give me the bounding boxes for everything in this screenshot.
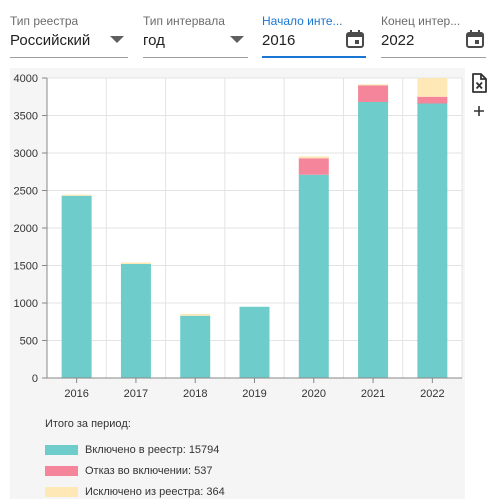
calendar-icon[interactable]	[344, 28, 366, 50]
legend-item-refused[interactable]: Отказ во включении: 537	[45, 460, 225, 481]
stacked-bar-chart: 0 500 1000 1500 2000 2500 3000 3500 4000 2016 2017…	[14, 73, 463, 400]
bar-excluded-2021	[358, 84, 389, 86]
filter-bar: Тип реестра Российский Тип интервала год…	[0, 0, 500, 62]
excel-export-icon[interactable]	[468, 72, 490, 94]
y-tick-label: 0	[32, 373, 38, 385]
legend-title: Итого за период:	[45, 418, 131, 430]
legend-label-included: Включено в реестр: 15794	[85, 443, 220, 456]
start-date-field[interactable]: Начало инте... 2016	[262, 10, 366, 58]
end-date-field[interactable]: Конец интер... 2022	[381, 10, 486, 58]
bar-excluded-2020	[298, 156, 329, 159]
legend-label-refused: Отказ во включении: 537	[85, 464, 213, 477]
bar-included-2018	[180, 315, 211, 378]
bar-excluded-2016	[61, 194, 92, 196]
y-tick-label: 3000	[14, 148, 38, 160]
chart-panel: 0 500 1000 1500 2000 2500 3000 3500 4000 2016 2017…	[10, 68, 465, 499]
bar-excluded-2018	[180, 313, 211, 316]
chart-tools	[468, 72, 492, 128]
bar-included-2017	[120, 264, 151, 378]
interval-type-select[interactable]: Тип интервала год	[143, 10, 248, 58]
legend-swatch-excluded	[45, 486, 78, 497]
y-tick-label: 2500	[14, 186, 38, 198]
bar-excluded-2022	[417, 78, 448, 97]
end-date-value: 2022	[381, 32, 415, 49]
dropdown-arrow-icon[interactable]	[226, 28, 248, 50]
y-tick-label: 1000	[14, 298, 38, 310]
bar-excluded-2017	[120, 262, 151, 264]
add-icon[interactable]	[468, 100, 490, 122]
legend-label-excluded: Исключено из реестра: 364	[85, 485, 225, 498]
legend-swatch-refused	[45, 465, 78, 476]
chart-legend: Итого за период: Включено в реестр: 1579…	[45, 418, 225, 499]
bar-included-2020	[298, 174, 329, 378]
bar-refused-2022	[417, 96, 448, 104]
x-tick-label: 2019	[242, 388, 266, 400]
y-tick-label: 3500	[14, 111, 38, 123]
field-underline	[10, 57, 128, 58]
dropdown-arrow-icon[interactable]	[106, 28, 128, 50]
bar-refused-2020	[298, 158, 329, 175]
y-tick-label: 1500	[14, 261, 38, 273]
field-underline	[381, 57, 486, 58]
legend-swatch-included	[45, 444, 78, 455]
x-tick-label: 2021	[361, 388, 385, 400]
y-tick-label: 500	[20, 336, 38, 348]
y-tick-label: 4000	[14, 73, 38, 85]
bar-included-2019	[239, 306, 270, 378]
interval-type-value: год	[143, 32, 165, 49]
x-tick-label: 2020	[302, 388, 326, 400]
registry-type-value: Российский	[10, 32, 91, 49]
x-tick-label: 2016	[64, 388, 88, 400]
legend-item-excluded[interactable]: Исключено из реестра: 364	[45, 481, 225, 499]
bar-included-2021	[358, 102, 389, 378]
registry-type-select[interactable]: Тип реестра Российский	[10, 10, 128, 58]
bar-refused-2021	[358, 85, 389, 102]
x-tick-label: 2022	[420, 388, 444, 400]
x-tick-label: 2018	[183, 388, 207, 400]
bar-included-2022	[417, 103, 448, 378]
calendar-icon[interactable]	[464, 28, 486, 50]
registry-type-label: Тип реестра	[10, 14, 79, 28]
start-date-value: 2016	[262, 32, 296, 49]
field-underline	[143, 57, 248, 58]
legend-item-included[interactable]: Включено в реестр: 15794	[45, 439, 225, 460]
field-underline	[262, 56, 366, 58]
y-tick-label: 2000	[14, 223, 38, 235]
bar-included-2016	[61, 195, 92, 378]
x-tick-label: 2017	[124, 388, 148, 400]
start-date-label: Начало инте...	[262, 14, 343, 28]
interval-type-label: Тип интервала	[143, 14, 225, 28]
end-date-label: Конец интер...	[381, 14, 461, 28]
